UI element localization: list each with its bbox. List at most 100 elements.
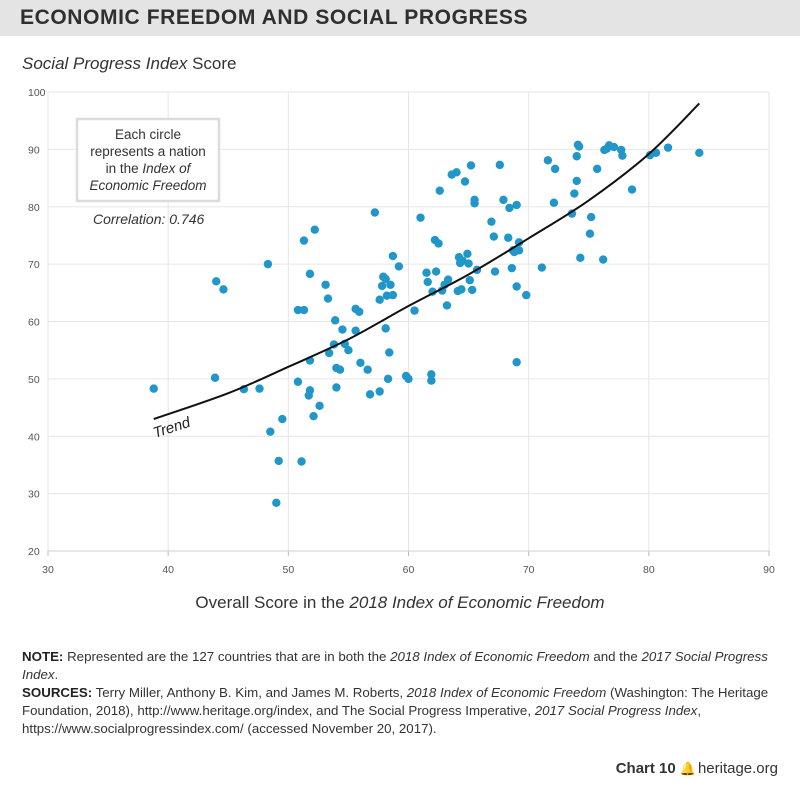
y-axis-label-italic: Social Progress Index <box>22 54 188 73</box>
data-point-31 <box>338 325 347 334</box>
data-point-3 <box>219 285 228 294</box>
notes: NOTE: Represented are the 127 countries … <box>22 648 782 738</box>
sources-t1: Terry Miller, Anthony B. Kim, and James … <box>92 685 407 700</box>
data-point-7 <box>266 427 275 436</box>
chart-number: Chart 10 <box>615 760 676 777</box>
y-tick-label-80: 80 <box>28 202 40 214</box>
sources-i1: 2018 Index of Economic Freedom <box>406 685 607 700</box>
y-tick-label-30: 30 <box>28 489 40 501</box>
data-point-115 <box>586 212 596 222</box>
callout-line-3: in the Index of <box>106 161 192 176</box>
data-point-53 <box>394 262 404 271</box>
data-point-20 <box>309 411 318 421</box>
data-point-39 <box>365 390 375 399</box>
data-point-114 <box>585 229 595 238</box>
x-tick-label-70: 70 <box>523 564 535 576</box>
sources-text: SOURCES: Terry Miller, Anthony B. Kim, a… <box>22 684 782 738</box>
data-point-123 <box>618 151 627 160</box>
data-point-9 <box>274 456 283 466</box>
data-point-43 <box>377 281 387 291</box>
data-point-36 <box>355 307 364 316</box>
data-point-87 <box>487 217 496 226</box>
data-point-83 <box>467 285 477 295</box>
data-point-33 <box>344 345 353 355</box>
x-axis-label-italic: 2018 Index of Economic Freedom <box>349 593 605 612</box>
data-point-93 <box>505 203 514 213</box>
callout-line-1: Each circle <box>115 127 181 142</box>
site-link: heritage.org <box>697 760 778 777</box>
data-point-65 <box>434 239 443 248</box>
data-point-50 <box>386 280 395 289</box>
x-axis-label-prefix: Overall Score in the <box>195 593 350 612</box>
y-tick-label-70: 70 <box>28 259 40 271</box>
note-t2: and the <box>589 649 642 664</box>
data-point-116 <box>592 164 602 174</box>
y-axis-label: Social Progress Index Score <box>22 54 237 74</box>
data-point-91 <box>499 195 508 205</box>
data-point-58 <box>422 268 431 277</box>
data-point-112 <box>574 142 584 151</box>
sources-t2: (Washington: The Heritage Foundation, 20… <box>22 685 769 718</box>
data-point-21 <box>310 225 319 234</box>
data-point-27 <box>330 316 340 325</box>
data-point-81 <box>465 275 474 285</box>
bell-icon: 🔔 <box>679 761 696 776</box>
data-point-85 <box>470 195 479 205</box>
x-tick-label-50: 50 <box>282 564 294 576</box>
data-point-92 <box>504 233 513 242</box>
y-tick-label-90: 90 <box>28 144 40 156</box>
callout-line-3-prefix: in the <box>106 161 143 176</box>
data-point-11 <box>293 377 303 386</box>
note-i2: 2017 Social Progress Index <box>22 649 768 682</box>
data-point-113 <box>576 253 585 263</box>
data-point-55 <box>404 374 413 384</box>
data-point-124 <box>627 185 637 194</box>
y-tick-label-100: 100 <box>28 87 46 99</box>
trend-line <box>153 102 701 420</box>
data-point-30 <box>335 365 345 374</box>
data-point-109 <box>572 152 581 161</box>
data-point-105 <box>549 198 559 207</box>
data-point-13 <box>297 457 306 466</box>
data-point-78 <box>460 177 470 186</box>
sources-i2: 2017 Social Progress Index <box>534 703 698 718</box>
data-point-51 <box>388 251 398 261</box>
data-point-42 <box>375 295 384 304</box>
chart-title: ECONOMIC FREEDOM AND SOCIAL PROGRESS <box>20 6 529 29</box>
data-point-99 <box>512 358 521 367</box>
data-point-38 <box>363 365 372 374</box>
data-point-127 <box>663 143 673 152</box>
data-point-12 <box>293 305 303 315</box>
data-point-37 <box>356 358 365 368</box>
data-point-18 <box>305 269 315 279</box>
data-point-10 <box>278 414 287 424</box>
data-point-40 <box>370 208 380 217</box>
data-point-14 <box>299 305 309 315</box>
data-point-29 <box>332 383 341 392</box>
sources-t3: , https://www.socialprogressindex.com/ (… <box>22 703 702 736</box>
data-point-2 <box>212 277 221 286</box>
data-point-8 <box>272 498 281 508</box>
data-point-60 <box>427 370 436 379</box>
data-point-70 <box>443 275 453 284</box>
data-point-89 <box>490 267 500 276</box>
data-point-82 <box>466 161 476 170</box>
data-point-110 <box>572 176 581 186</box>
note-label: NOTE: <box>22 649 64 664</box>
data-point-90 <box>495 160 505 170</box>
callout-line-3-italic: Index of <box>142 161 191 176</box>
data-point-61 <box>427 376 436 385</box>
data-point-72 <box>452 168 461 177</box>
data-point-107 <box>567 209 577 218</box>
data-point-106 <box>550 164 560 174</box>
data-point-41 <box>375 387 384 396</box>
data-point-128 <box>695 148 704 158</box>
x-tick-label-80: 80 <box>643 564 655 576</box>
data-points <box>149 140 704 508</box>
y-tick-label-60: 60 <box>28 317 40 329</box>
callout-line-4: Economic Freedom <box>89 178 206 193</box>
footer: Chart 10 🔔 heritage.org <box>616 760 778 777</box>
note-text: NOTE: Represented are the 127 countries … <box>22 648 782 684</box>
data-point-88 <box>489 232 499 241</box>
